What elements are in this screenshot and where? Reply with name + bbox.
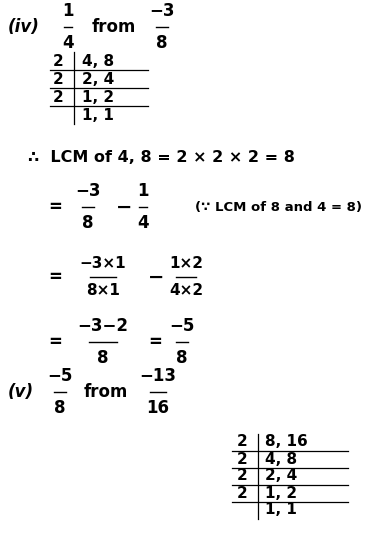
Text: 8, 16: 8, 16: [265, 434, 308, 449]
Text: −: −: [148, 267, 164, 287]
Text: =: =: [48, 268, 62, 286]
Text: (iv): (iv): [8, 18, 40, 36]
Text: 4×2: 4×2: [169, 283, 203, 298]
Text: (v): (v): [8, 383, 34, 401]
Text: 1: 1: [62, 2, 74, 20]
Text: 1×2: 1×2: [169, 256, 203, 271]
Text: 2: 2: [236, 452, 247, 467]
Text: 2, 4: 2, 4: [82, 71, 114, 86]
Text: 8×1: 8×1: [86, 283, 120, 298]
Text: −3×1: −3×1: [80, 256, 126, 271]
Text: ∴  LCM of 4, 8 = 2 × 2 × 2 = 8: ∴ LCM of 4, 8 = 2 × 2 × 2 = 8: [28, 149, 295, 164]
Text: 1, 1: 1, 1: [265, 503, 297, 518]
Text: from: from: [92, 18, 136, 36]
Text: 4: 4: [137, 214, 149, 231]
Text: 1, 1: 1, 1: [82, 107, 114, 122]
Text: from: from: [84, 383, 129, 401]
Text: 2: 2: [52, 90, 63, 105]
Text: 1, 2: 1, 2: [265, 485, 297, 500]
Text: 16: 16: [147, 398, 169, 417]
Text: 8: 8: [97, 349, 109, 367]
Text: =: =: [48, 198, 62, 216]
Text: =: =: [148, 333, 162, 351]
Text: 2, 4: 2, 4: [265, 468, 297, 483]
Text: (∵ LCM of 8 and 4 = 8): (∵ LCM of 8 and 4 = 8): [195, 200, 362, 214]
Text: 2: 2: [236, 434, 247, 449]
Text: −: −: [116, 198, 132, 216]
Text: −13: −13: [139, 367, 177, 386]
Text: 8: 8: [176, 349, 188, 367]
Text: 1, 2: 1, 2: [82, 90, 114, 105]
Text: 4, 8: 4, 8: [82, 54, 114, 69]
Text: 4, 8: 4, 8: [265, 452, 297, 467]
Text: 2: 2: [236, 485, 247, 500]
Text: −3−2: −3−2: [77, 317, 129, 336]
Text: 1: 1: [137, 183, 149, 200]
Text: 8: 8: [54, 398, 66, 417]
Text: −5: −5: [169, 317, 195, 336]
Text: =: =: [48, 333, 62, 351]
Text: 2: 2: [52, 54, 63, 69]
Text: 8: 8: [156, 34, 168, 52]
Text: 2: 2: [236, 468, 247, 483]
Text: 2: 2: [52, 71, 63, 86]
Text: −3: −3: [75, 183, 101, 200]
Text: −5: −5: [47, 367, 73, 386]
Text: 4: 4: [62, 34, 74, 52]
Text: −3: −3: [149, 2, 175, 20]
Text: 8: 8: [82, 214, 94, 231]
